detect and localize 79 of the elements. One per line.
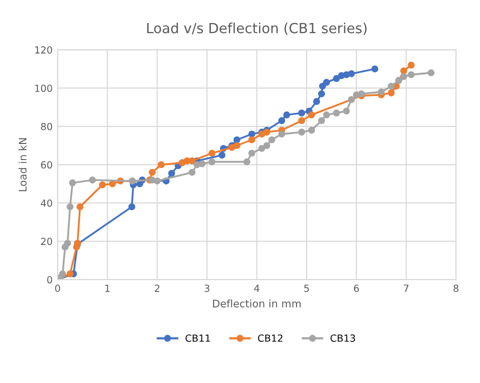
legend-label: CB11 (186, 334, 210, 342)
point (98, 181, 106, 188)
point (298, 117, 306, 124)
point (371, 65, 378, 72)
point (378, 88, 385, 96)
x-tick-label: 4 (254, 284, 260, 292)
point (188, 168, 196, 176)
point (233, 142, 240, 150)
point (198, 160, 206, 168)
x-tick-label: 5 (304, 284, 309, 292)
x-tick-label: 1 (105, 284, 110, 292)
y-tick-label: 120 (35, 46, 52, 54)
point (408, 71, 415, 78)
legend-label: CB12 (258, 334, 282, 342)
point (66, 203, 74, 210)
point (408, 62, 415, 69)
point (319, 82, 326, 90)
point (263, 142, 270, 150)
point (64, 240, 72, 247)
point (278, 117, 286, 124)
point (318, 90, 326, 98)
point (208, 158, 216, 166)
point (298, 128, 306, 136)
y-axis-title: Load in kN (18, 138, 27, 192)
point (233, 136, 240, 144)
point (248, 130, 256, 138)
point (128, 203, 136, 210)
x-tick-label: 3 (204, 284, 210, 292)
point (348, 70, 355, 78)
point (400, 73, 408, 80)
point (308, 126, 316, 134)
legend-label: CB13 (330, 334, 356, 342)
point (333, 110, 340, 116)
point (248, 150, 256, 157)
point (278, 130, 286, 138)
y-tick-label: 80 (41, 122, 52, 130)
point (258, 144, 266, 152)
point (148, 168, 156, 176)
point (388, 82, 395, 90)
point (188, 157, 196, 164)
point (348, 96, 355, 104)
point (66, 270, 74, 278)
point (208, 150, 216, 157)
y-tick-label: 40 (40, 199, 52, 207)
point (283, 111, 290, 118)
point (318, 117, 326, 124)
point (268, 136, 276, 144)
point (76, 203, 84, 210)
point (158, 161, 165, 168)
point (108, 180, 116, 188)
point (69, 179, 76, 186)
point (400, 67, 408, 74)
point (342, 108, 350, 115)
chart-title: Load v/s Deflection (CB1 series) (147, 22, 367, 35)
point (388, 89, 395, 96)
x-tick-label: 8 (454, 284, 458, 292)
point (428, 69, 435, 76)
point (323, 111, 330, 118)
point (154, 177, 161, 184)
x-tick-label: 6 (354, 284, 359, 292)
point (168, 170, 176, 177)
x-tick-label: 2 (154, 284, 160, 292)
y-tick-label: 0 (47, 276, 52, 284)
x-axis-title: Deflection in mm (213, 299, 301, 308)
point (323, 78, 330, 86)
point (218, 152, 226, 159)
y-tick-label: 100 (35, 84, 52, 92)
point (308, 111, 316, 118)
y-tick-label: 60 (41, 161, 52, 169)
point (243, 158, 250, 166)
x-tick-label: 0 (55, 284, 60, 292)
point (88, 176, 96, 184)
point (333, 75, 340, 82)
point (59, 270, 66, 278)
x-tick-label: 7 (404, 284, 408, 292)
point (313, 98, 320, 105)
point (298, 110, 306, 116)
point (248, 136, 256, 144)
y-tick-label: 20 (41, 238, 52, 246)
